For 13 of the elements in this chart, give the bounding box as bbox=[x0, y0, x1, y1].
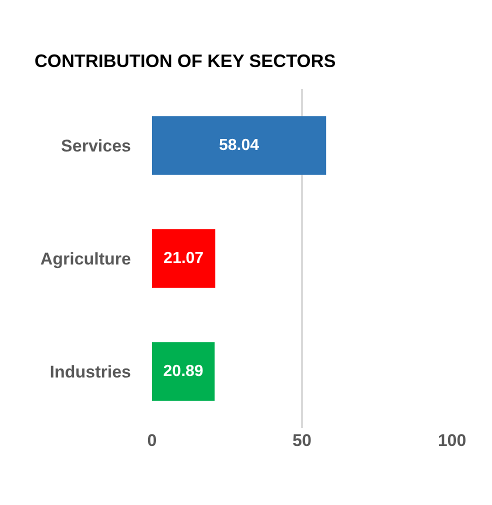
x-tick-label: 0 bbox=[147, 431, 157, 450]
data-label: 20.89 bbox=[163, 363, 204, 380]
x-tick-label: 50 bbox=[292, 431, 312, 450]
bar bbox=[152, 116, 326, 175]
chart-title: CONTRIBUTION OF KEY SECTORS bbox=[34, 50, 336, 71]
y-tick-label: Agriculture bbox=[40, 249, 131, 268]
x-tick-label: 100 bbox=[438, 431, 466, 450]
data-label: 58.04 bbox=[218, 137, 260, 154]
data-label: 21.07 bbox=[164, 250, 204, 267]
y-tick-label: Industries bbox=[50, 362, 131, 382]
y-tick-label: Services bbox=[61, 136, 131, 156]
bar bbox=[152, 342, 215, 401]
bar bbox=[152, 229, 216, 288]
